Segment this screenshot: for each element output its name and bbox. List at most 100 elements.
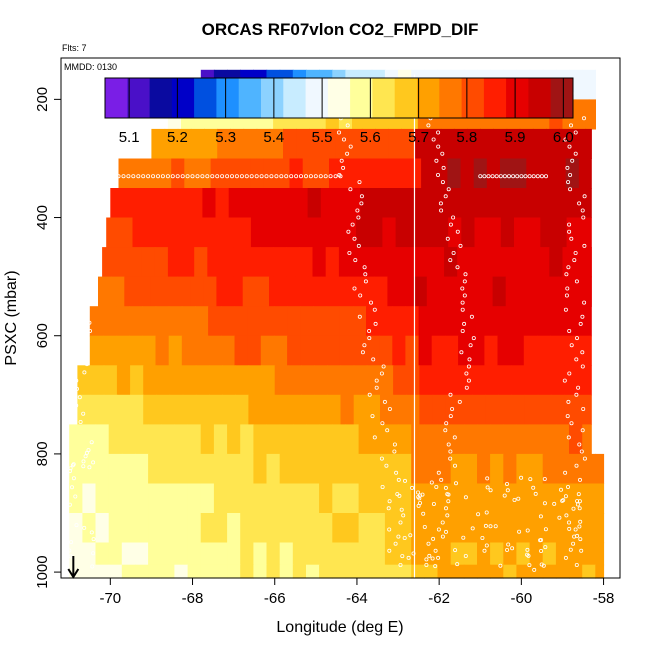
heatmap-cell bbox=[348, 128, 363, 159]
heatmap-cell bbox=[477, 564, 491, 579]
heatmap-cell bbox=[279, 542, 294, 566]
flight-track-point bbox=[89, 295, 94, 300]
heatmap-cell bbox=[253, 453, 268, 484]
heatmap-cell bbox=[132, 217, 147, 248]
flight-track-point bbox=[385, 428, 390, 433]
heatmap-cell bbox=[566, 217, 581, 248]
flight-track-point bbox=[438, 201, 443, 206]
heatmap-cell bbox=[437, 513, 452, 544]
flight-track-point bbox=[482, 174, 487, 179]
flight-track-point bbox=[357, 180, 362, 185]
flight-track-point bbox=[462, 293, 467, 298]
heatmap-cell bbox=[174, 483, 189, 514]
flight-track-point bbox=[532, 567, 537, 572]
heatmap-cell bbox=[327, 394, 342, 425]
heatmap-cell bbox=[208, 306, 222, 337]
heatmap-cell bbox=[578, 158, 592, 189]
flight-track-point bbox=[505, 548, 510, 553]
heatmap-cell bbox=[200, 564, 215, 579]
heatmap-cell bbox=[222, 365, 236, 396]
heatmap-cell bbox=[382, 217, 397, 248]
flight-track-point bbox=[580, 208, 585, 213]
heatmap-cell bbox=[393, 394, 407, 425]
heatmap-cell bbox=[185, 217, 199, 248]
heatmap-cell bbox=[89, 306, 104, 337]
heatmap-cell bbox=[200, 513, 215, 544]
heatmap-cell bbox=[371, 483, 386, 514]
y-tick-label: 200 bbox=[34, 87, 51, 112]
flight-track-point bbox=[580, 428, 585, 433]
heatmap-cell bbox=[584, 276, 592, 307]
flight-track-point bbox=[387, 527, 392, 532]
flight-track-point bbox=[68, 469, 73, 474]
heatmap-cell bbox=[411, 424, 425, 455]
heatmap-cell bbox=[292, 564, 307, 579]
flight-track-point bbox=[582, 456, 587, 461]
flight-track-point bbox=[397, 493, 402, 498]
flight-track-point bbox=[78, 419, 83, 424]
heatmap-cell bbox=[300, 306, 314, 337]
flight-track-point bbox=[528, 477, 533, 482]
heatmap-cell bbox=[437, 424, 452, 455]
flight-track-point bbox=[542, 476, 547, 481]
flight-track-point bbox=[284, 174, 289, 179]
heatmap-cell bbox=[384, 542, 399, 566]
heatmap-cell bbox=[358, 542, 373, 566]
heatmap-cell bbox=[386, 188, 401, 219]
flight-track-point bbox=[381, 364, 386, 369]
heatmap-cell bbox=[532, 276, 546, 307]
flight-track-point bbox=[455, 265, 460, 270]
flight-track-point bbox=[525, 528, 530, 533]
heatmap-cell bbox=[69, 453, 83, 484]
arrow-marker-head bbox=[67, 568, 80, 579]
flight-track-point bbox=[78, 304, 83, 309]
heatmap-cell bbox=[266, 513, 281, 544]
flight-track-point bbox=[445, 236, 450, 241]
heatmap-cell bbox=[240, 564, 254, 579]
heatmap-cell bbox=[519, 128, 534, 159]
heatmap-cell bbox=[550, 365, 565, 396]
heatmap-cell bbox=[156, 365, 171, 396]
heatmap-cell bbox=[450, 542, 465, 566]
flight-track-point bbox=[446, 442, 451, 447]
flight-track-point bbox=[463, 554, 468, 559]
heatmap-cell bbox=[380, 394, 394, 425]
y-axis-label: PSXC (mbar) bbox=[3, 270, 20, 365]
heatmap-cell bbox=[450, 453, 465, 484]
heatmap-cell bbox=[306, 513, 320, 544]
flight-track-point bbox=[444, 421, 449, 426]
heatmap-cell bbox=[108, 542, 123, 566]
heatmap-cell bbox=[523, 306, 538, 337]
heatmap-cell bbox=[595, 69, 596, 100]
heatmap-cell bbox=[595, 483, 605, 514]
heatmap-cell bbox=[424, 453, 439, 484]
flight-track-point bbox=[515, 174, 520, 179]
flight-track-point bbox=[347, 250, 352, 255]
heatmap-cell bbox=[274, 394, 289, 425]
flight-track-point bbox=[575, 499, 580, 504]
heatmap-cell bbox=[319, 542, 333, 566]
heatmap-cell bbox=[453, 276, 467, 307]
flight-track-point bbox=[468, 343, 473, 348]
flight-track-point bbox=[229, 174, 234, 179]
colorbar-segment bbox=[417, 78, 440, 118]
flight-track-point bbox=[457, 399, 462, 404]
heatmap-cell bbox=[332, 542, 347, 566]
flight-track-point bbox=[433, 564, 438, 569]
flight-track-point bbox=[75, 345, 80, 350]
heatmap-cell bbox=[69, 542, 83, 566]
heatmap-cell bbox=[143, 394, 157, 425]
heatmap-cell bbox=[287, 335, 301, 366]
flight-track-point bbox=[476, 512, 481, 517]
heatmap-cell bbox=[595, 453, 605, 484]
flight-track-point bbox=[386, 506, 391, 511]
heatmap-cell bbox=[314, 365, 328, 396]
heatmap-cell bbox=[510, 335, 525, 366]
flight-track-point bbox=[566, 435, 571, 440]
heatmap-cell bbox=[513, 158, 527, 189]
flight-track-point bbox=[274, 174, 279, 179]
heatmap-cell bbox=[154, 247, 169, 278]
flight-track-point bbox=[74, 378, 79, 383]
heatmap-cell bbox=[266, 483, 281, 514]
